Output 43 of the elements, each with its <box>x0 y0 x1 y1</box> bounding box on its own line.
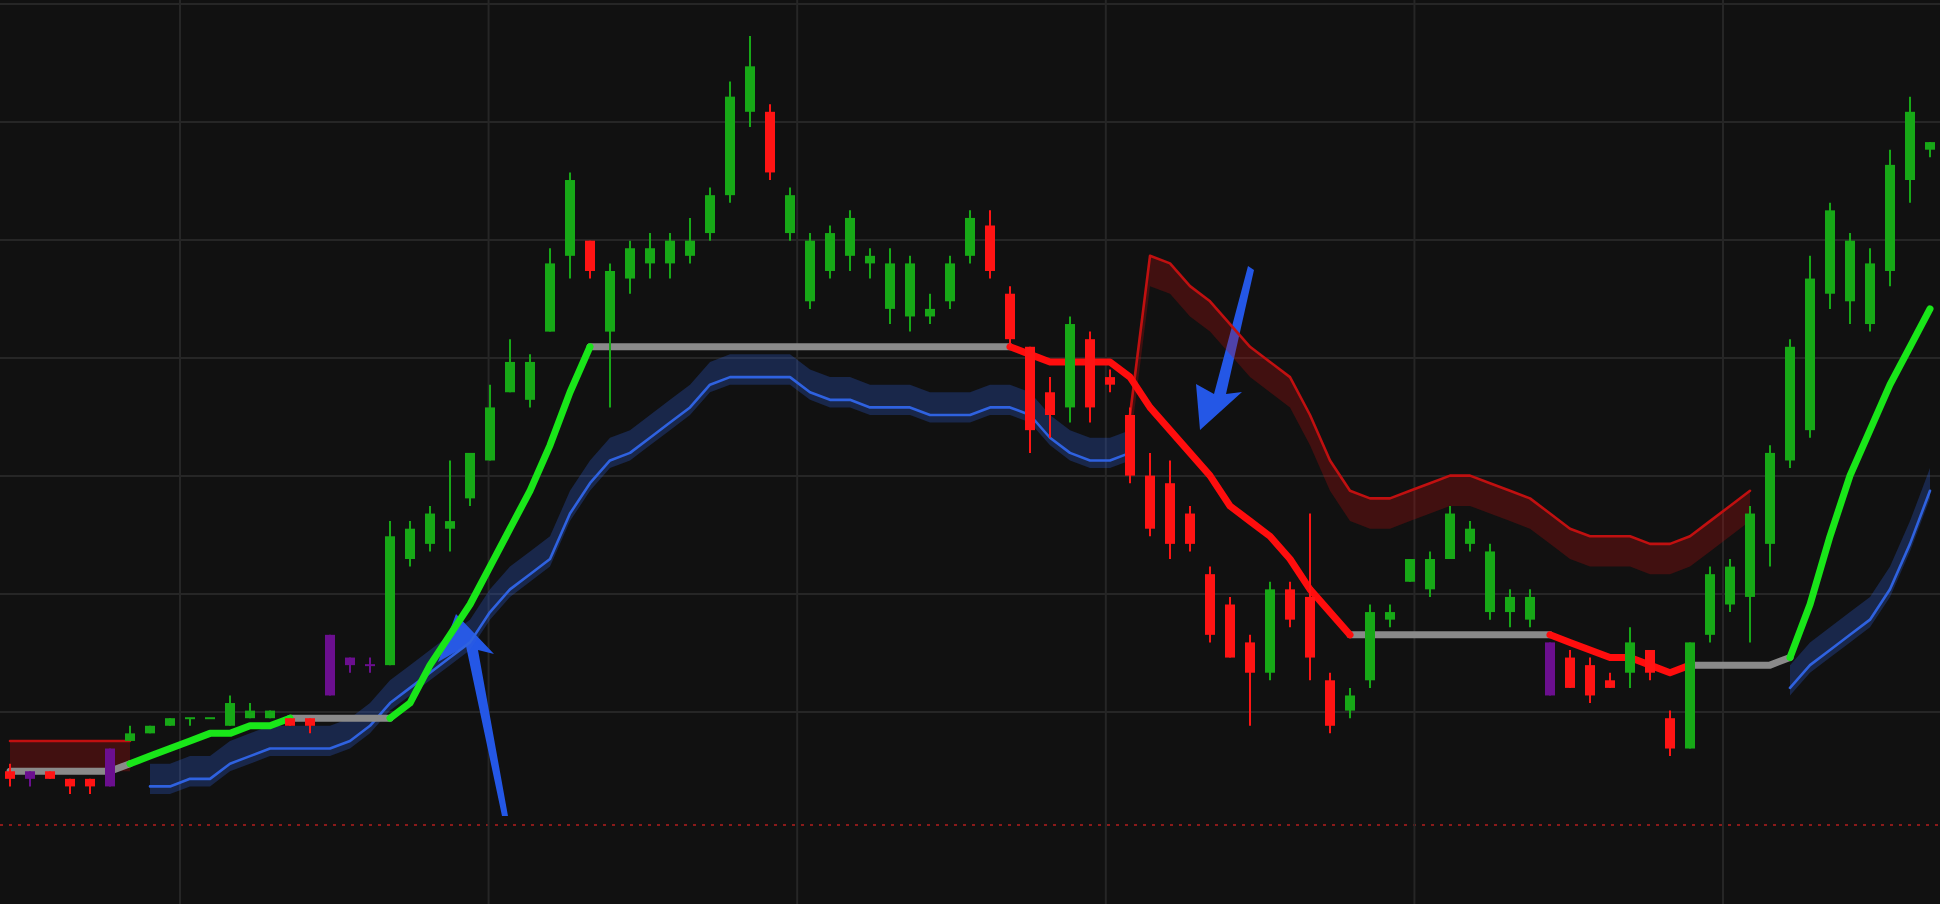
candlestick <box>865 247 875 280</box>
candlestick <box>405 520 415 568</box>
candlestick <box>1425 550 1435 598</box>
candlestick <box>785 186 795 242</box>
candlestick <box>445 459 455 553</box>
candlestick <box>885 247 895 326</box>
candlestick <box>1105 368 1115 394</box>
candlestick <box>1285 580 1295 629</box>
candlestick <box>1345 686 1355 720</box>
candlestick <box>645 232 655 280</box>
candlestick <box>5 762 15 788</box>
candlestick <box>425 504 435 553</box>
candlestick <box>1505 588 1515 629</box>
candlestick <box>1385 603 1395 629</box>
candlestick <box>1245 633 1255 727</box>
candlestick <box>965 209 975 265</box>
candlestick <box>1665 709 1675 758</box>
candlestick <box>745 35 755 128</box>
candlestick <box>225 694 235 727</box>
candlestick <box>825 224 835 280</box>
candlestick <box>505 338 515 394</box>
candlestick <box>525 353 535 409</box>
candlestick <box>1445 504 1455 561</box>
candlestick <box>625 239 635 295</box>
candlestick <box>685 216 695 265</box>
candlestick <box>1585 656 1595 705</box>
candlestick <box>465 451 475 507</box>
candlestick <box>1045 376 1055 439</box>
candlestick <box>925 292 935 326</box>
candlestick <box>845 209 855 272</box>
candlestick <box>1185 504 1195 553</box>
candlestick <box>1465 520 1475 553</box>
candlestick <box>985 209 995 280</box>
candlestick <box>184 717 196 727</box>
candlestick <box>1725 558 1735 614</box>
candlestick <box>1625 626 1635 689</box>
candlestick <box>705 186 715 242</box>
candlestick <box>585 239 595 280</box>
candlestick <box>1565 648 1575 689</box>
candlestick <box>1325 671 1335 735</box>
candlestick <box>1525 588 1535 629</box>
candlestick <box>945 254 955 310</box>
candlestick <box>665 232 675 280</box>
